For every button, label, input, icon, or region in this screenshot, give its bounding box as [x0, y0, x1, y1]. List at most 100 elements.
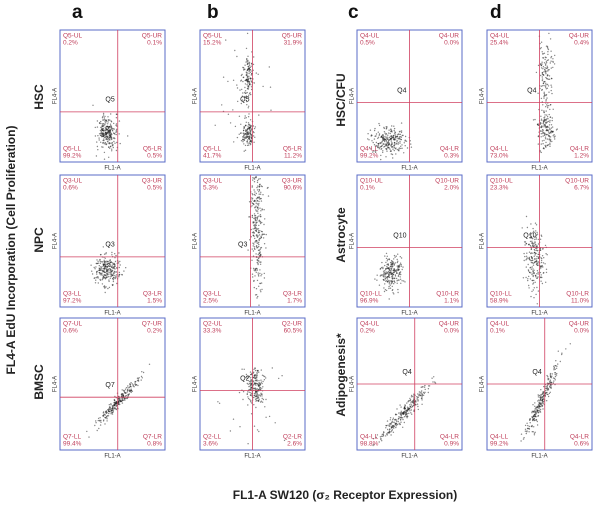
event-dot — [390, 129, 392, 131]
event-dot — [260, 210, 262, 212]
event-dot — [253, 189, 255, 191]
event-dot — [528, 428, 531, 430]
event-dot — [256, 247, 258, 249]
event-dot — [540, 126, 543, 129]
event-dot — [534, 431, 536, 433]
event-dot — [533, 287, 535, 289]
event-dot — [114, 260, 117, 263]
event-dot — [532, 431, 534, 433]
event-dot — [118, 133, 120, 135]
event-dot — [105, 119, 107, 121]
event-dot — [395, 419, 398, 421]
event-dot — [543, 91, 545, 94]
event-dot — [91, 270, 93, 272]
event-dot — [424, 384, 426, 387]
event-dot — [523, 259, 525, 262]
event-dot — [111, 264, 114, 266]
event-dot — [260, 197, 262, 200]
event-dot — [550, 67, 552, 69]
event-dot — [424, 388, 426, 391]
event-dot — [101, 127, 104, 130]
event-dot — [376, 274, 378, 276]
event-dot — [387, 134, 389, 136]
event-dot — [243, 126, 245, 128]
event-dot — [388, 268, 391, 270]
event-dot — [265, 233, 267, 236]
event-dot — [526, 252, 528, 254]
event-dot — [108, 125, 110, 128]
event-dot — [407, 407, 409, 410]
event-dot — [394, 419, 396, 421]
event-dot — [399, 256, 401, 258]
event-dot — [105, 253, 107, 255]
event-dot — [398, 422, 400, 424]
event-dot — [260, 200, 263, 202]
event-dot — [400, 264, 402, 266]
event-dot — [540, 63, 542, 65]
event-dot — [549, 379, 552, 381]
event-dot — [106, 126, 108, 128]
event-dot — [543, 52, 546, 54]
event-dot — [384, 143, 386, 145]
event-dot — [394, 414, 397, 416]
event-dot — [547, 51, 549, 53]
event-dot — [388, 274, 390, 276]
event-dot — [549, 140, 552, 142]
event-dot — [396, 261, 399, 264]
event-dot — [536, 424, 539, 426]
event-dot — [254, 392, 257, 394]
event-dot — [542, 143, 544, 145]
event-dot — [239, 132, 242, 134]
event-dot — [256, 242, 258, 244]
event-dot — [258, 398, 260, 400]
event-dot — [110, 128, 113, 130]
event-dot — [239, 426, 241, 428]
event-dot — [544, 138, 547, 140]
event-dot — [530, 260, 532, 262]
event-dot — [121, 398, 123, 401]
quadrant-percent: 0.6% — [574, 441, 589, 448]
event-dot — [539, 249, 542, 251]
event-dot — [111, 408, 113, 410]
event-dot — [254, 377, 257, 379]
event-dot — [384, 275, 386, 277]
event-dot — [116, 282, 118, 285]
event-dot — [245, 99, 247, 102]
event-dot — [257, 385, 260, 387]
event-dot — [546, 45, 549, 48]
event-dot — [250, 379, 252, 381]
event-dot — [386, 265, 388, 268]
event-dot — [247, 404, 249, 406]
event-dot — [111, 148, 113, 150]
event-dot — [539, 48, 541, 50]
event-dot — [254, 191, 256, 193]
event-dot — [369, 129, 372, 131]
event-dot — [260, 369, 262, 371]
event-dot — [104, 291, 106, 294]
event-dot — [253, 243, 255, 245]
event-dot — [112, 146, 115, 149]
event-dot — [125, 267, 127, 269]
event-dot — [255, 245, 258, 247]
event-dot — [380, 438, 382, 441]
quadrant-name: Q10-UL — [490, 178, 513, 185]
event-dot — [368, 146, 371, 149]
event-dot — [389, 265, 392, 267]
event-dot — [258, 245, 260, 248]
event-dot — [259, 221, 261, 223]
event-dot — [124, 388, 127, 390]
event-dot — [393, 258, 395, 260]
quadrant-name: Q3-UL — [63, 178, 83, 185]
event-dot — [246, 136, 248, 138]
gate-label: Q3 — [238, 242, 247, 249]
event-dot — [107, 269, 109, 272]
event-dot — [422, 394, 425, 396]
event-dot — [545, 56, 547, 59]
event-dot — [251, 141, 253, 143]
event-dot — [248, 77, 250, 79]
event-dot — [250, 373, 252, 376]
event-dot — [534, 405, 536, 407]
event-dot — [534, 408, 536, 410]
event-dot — [532, 416, 535, 418]
event-dot — [258, 186, 261, 188]
